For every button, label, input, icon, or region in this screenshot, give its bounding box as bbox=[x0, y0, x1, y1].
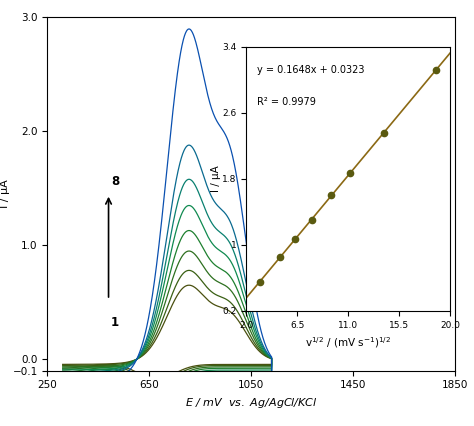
Text: 1: 1 bbox=[111, 316, 119, 329]
Y-axis label: I / μA: I / μA bbox=[211, 166, 221, 192]
Text: R² = 0.9979: R² = 0.9979 bbox=[257, 97, 316, 107]
X-axis label: E / mV  $\it{vs.}$ Ag/AgCl/KCl: E / mV $\it{vs.}$ Ag/AgCl/KCl bbox=[185, 396, 318, 410]
Y-axis label: I / μA: I / μA bbox=[0, 179, 9, 208]
Text: y = 0.1648x + 0.0323: y = 0.1648x + 0.0323 bbox=[257, 65, 364, 75]
Text: 8: 8 bbox=[111, 175, 119, 188]
X-axis label: v$^{1/2}$ / (mV s$^{-1}$)$^{1/2}$: v$^{1/2}$ / (mV s$^{-1}$)$^{1/2}$ bbox=[305, 335, 392, 350]
